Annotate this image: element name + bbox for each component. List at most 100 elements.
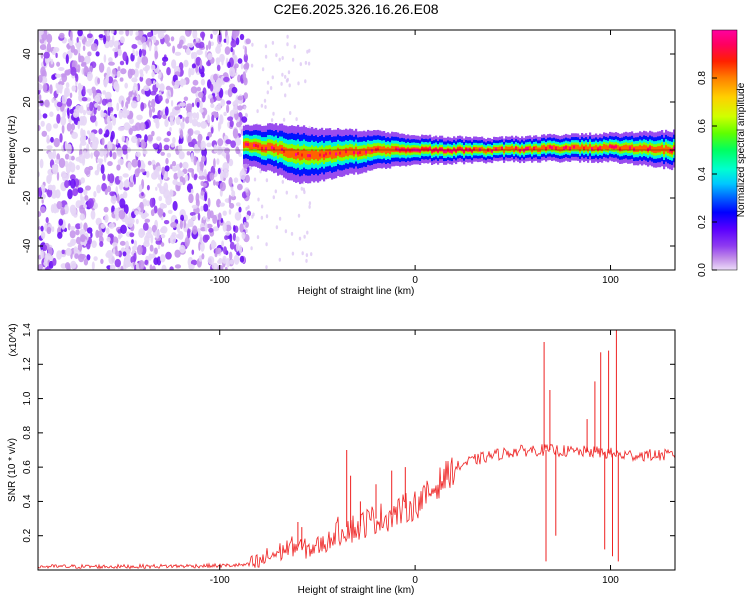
band-cell (603, 144, 606, 150)
noise-dot (256, 235, 260, 240)
noise-dot (275, 225, 279, 230)
noise-blob (183, 59, 189, 68)
noise-blob (186, 151, 191, 156)
noise-dot (305, 258, 308, 263)
noise-blob (108, 173, 115, 184)
noise-blob (179, 176, 184, 183)
band-cell (559, 147, 562, 152)
band-cell (601, 146, 604, 151)
noise-blob (224, 235, 229, 241)
noise-blob (76, 37, 79, 43)
noise-blob (106, 250, 113, 258)
noise-blob (169, 189, 174, 197)
band-peak (417, 148, 420, 152)
band-peak (359, 151, 362, 154)
noise-blob (96, 163, 100, 173)
band-cell (577, 144, 580, 150)
noise-blob (214, 83, 221, 93)
noise-blob (64, 87, 70, 98)
noise-blob (77, 243, 83, 252)
noise-dot (281, 72, 284, 77)
noise-blob (229, 66, 236, 77)
noise-blob (86, 227, 93, 234)
noise-dot (245, 229, 248, 233)
noise-blob (128, 91, 133, 98)
noise-blob (133, 176, 136, 185)
noise-blob (79, 143, 82, 150)
colorbar-tick-label: 0.8 (697, 71, 708, 85)
noise-blob (106, 30, 110, 37)
band-peak (401, 148, 404, 152)
noise-blob (90, 232, 93, 238)
noise-blob (135, 36, 141, 41)
noise-blob (108, 61, 115, 66)
band-cell (653, 146, 656, 153)
band-cell (627, 145, 630, 151)
noise-dot (298, 236, 302, 241)
noise-blob (133, 240, 138, 247)
noise-blob (232, 105, 239, 114)
noise-blob (183, 219, 186, 229)
noise-blob (110, 30, 114, 34)
noise-blob (245, 214, 250, 220)
noise-blob (74, 73, 78, 79)
noise-blob (192, 225, 198, 235)
noise-blob (91, 140, 98, 151)
noise-blob (122, 51, 128, 62)
noise-blob (131, 245, 138, 251)
band-cell (655, 146, 658, 154)
noise-blob (191, 204, 198, 209)
noise-blob (192, 30, 198, 39)
band-peak (473, 147, 476, 151)
noise-blob (239, 223, 244, 233)
noise-blob (150, 209, 155, 217)
noise-blob (214, 105, 222, 111)
noise-blob (102, 90, 107, 95)
noise-blob (70, 155, 75, 161)
noise-blob (171, 166, 178, 172)
band-peak (423, 147, 426, 151)
band-cell (623, 145, 626, 151)
noise-blob (70, 178, 76, 189)
noise-blob (151, 106, 156, 113)
band-peak (467, 148, 470, 152)
band-cell (571, 144, 574, 150)
noise-dot (278, 257, 281, 262)
noise-blob (56, 201, 63, 210)
noise-blob (197, 133, 203, 142)
band-cell (269, 142, 272, 151)
noise-blob (64, 204, 69, 215)
noise-blob (69, 162, 76, 173)
noise-blob (199, 100, 203, 110)
noise-blob (138, 260, 145, 270)
noise-blob (207, 209, 211, 220)
noise-blob (106, 116, 110, 124)
noise-blob (174, 264, 182, 269)
noise-blob (207, 255, 215, 265)
noise-blob (163, 34, 170, 44)
noise-blob (46, 145, 53, 150)
noise-dot (307, 61, 311, 66)
noise-blob (127, 220, 134, 228)
noise-blob (208, 227, 214, 233)
noise-blob (116, 138, 119, 146)
noise-blob (112, 242, 118, 247)
noise-blob (150, 90, 157, 96)
noise-blob (155, 120, 160, 129)
snr-scale-label: (x10^4) (8, 323, 19, 356)
noise-blob (146, 170, 150, 178)
noise-blob (91, 261, 95, 270)
noise-blob (222, 210, 227, 216)
band-cell (321, 149, 324, 159)
band-peak (515, 146, 518, 150)
band-peak (439, 147, 442, 151)
band-peak (609, 144, 612, 148)
band-peak (413, 148, 416, 152)
noise-dot (245, 112, 248, 117)
band-cell (513, 147, 516, 152)
band-peak (611, 145, 614, 149)
y-tick-label: 0 (22, 147, 33, 153)
noise-blob (53, 123, 59, 129)
noise-blob (223, 246, 227, 255)
noise-blob (83, 258, 89, 266)
